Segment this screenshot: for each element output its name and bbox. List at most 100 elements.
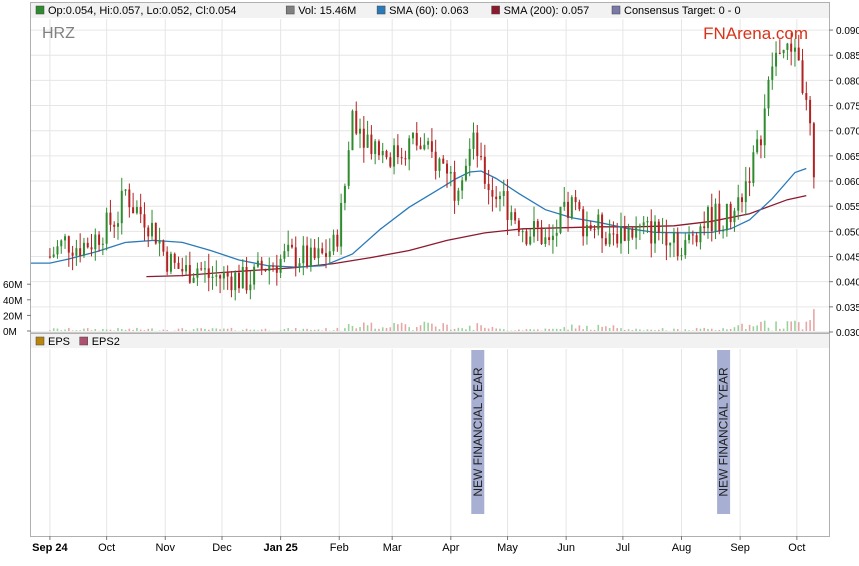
- price-tick-label: 0.065: [836, 152, 859, 163]
- eps-panel-frame: [30, 333, 830, 537]
- volume-bar: [279, 330, 282, 331]
- legend-swatch: [376, 5, 386, 15]
- volume-bar: [620, 328, 622, 331]
- candle-body: [203, 268, 206, 270]
- legend-swatch: [79, 336, 88, 346]
- price-tick-label: 0.085: [836, 51, 859, 62]
- volume-bar: [718, 329, 721, 331]
- volume-bar: [438, 329, 441, 331]
- candle-body: [430, 141, 433, 152]
- volume-bar: [86, 328, 89, 331]
- candle-body: [442, 158, 445, 164]
- candle-body: [362, 128, 365, 148]
- candle-body: [230, 276, 233, 291]
- candle-body: [56, 246, 59, 255]
- volume-bar: [56, 328, 59, 331]
- candle-body: [94, 234, 97, 250]
- volume-bar: [472, 329, 475, 331]
- candle-body: [294, 247, 297, 268]
- volume-bar: [400, 322, 403, 331]
- volume-bar: [646, 329, 649, 331]
- volume-bar: [631, 330, 634, 331]
- volume-bar: [230, 327, 233, 331]
- candle-body: [120, 190, 123, 224]
- time-tick-label: Aug: [672, 542, 692, 554]
- volume-bar: [586, 325, 588, 331]
- candle-body: [487, 183, 490, 191]
- volume-bar: [68, 327, 70, 331]
- candle-body: [90, 247, 93, 250]
- candle-body: [135, 206, 138, 214]
- volume-bar: [794, 320, 796, 331]
- candle-body: [567, 201, 570, 218]
- ticker-label: HRZ: [42, 25, 75, 42]
- candle-body: [502, 191, 505, 196]
- volume-axis: 60M 40M 20M 0M: [3, 280, 31, 338]
- candle-body: [589, 225, 592, 230]
- candle-body: [64, 236, 67, 241]
- candle-body: [464, 165, 467, 181]
- candle-body: [733, 210, 736, 223]
- volume-bar: [491, 326, 494, 331]
- volume-bar: [805, 321, 808, 331]
- candle-body: [113, 224, 116, 227]
- candle-body: [143, 214, 146, 228]
- candle-body: [650, 221, 653, 244]
- candle-body: [347, 150, 350, 186]
- volume-bar: [234, 330, 237, 331]
- candle-body: [680, 255, 683, 257]
- volume-bar: [132, 329, 134, 331]
- volume-bar: [658, 329, 660, 331]
- volume-bar: [363, 322, 365, 331]
- volume-bar: [654, 330, 656, 331]
- volume-bar: [151, 328, 153, 331]
- volume-bar: [64, 329, 66, 331]
- volume-bar: [359, 326, 361, 331]
- volume-bar: [684, 329, 687, 331]
- volume-tick-label: 60M: [3, 280, 22, 291]
- candle-body: [763, 108, 766, 146]
- volume-bar: [514, 330, 516, 331]
- price-tick-label: 0.045: [836, 253, 859, 264]
- volume-bar: [378, 328, 380, 331]
- annotation-bands: NEW FINANCIAL YEAR NEW FINANCIAL YEAR: [471, 350, 731, 514]
- candle-body: [351, 110, 354, 151]
- volume-bar: [699, 328, 702, 331]
- candle-body: [332, 234, 335, 252]
- volume-bar: [468, 325, 471, 331]
- volume-bar: [612, 325, 615, 331]
- candle-body: [585, 225, 588, 237]
- candle-body: [415, 133, 418, 146]
- time-tick-label: Jan 25: [263, 542, 297, 554]
- volume-bar: [710, 328, 713, 331]
- volume-bar: [204, 328, 206, 331]
- volume-bar: [264, 328, 267, 331]
- candle-body: [109, 212, 112, 225]
- volume-bar: [143, 330, 146, 331]
- candle-body: [699, 226, 702, 243]
- volume-bar: [533, 329, 535, 331]
- candle-body: [759, 139, 762, 146]
- volume-bar: [714, 330, 717, 331]
- volume-bar: [813, 309, 815, 331]
- candle-body: [514, 212, 517, 221]
- candle-body: [559, 206, 562, 233]
- candle-body: [389, 157, 392, 167]
- candle-body: [657, 221, 660, 234]
- candle-body: [306, 245, 309, 267]
- candle-body: [434, 151, 437, 171]
- volume-bar: [801, 329, 804, 331]
- candle-body: [264, 269, 267, 271]
- candle-body: [801, 60, 804, 94]
- price-axis: 0.090 0.085 0.080 0.075 0.070 0.065 0.060 0.055…: [829, 26, 859, 339]
- candle-body: [536, 221, 539, 228]
- candle-body: [169, 253, 172, 272]
- candle-body: [476, 132, 479, 157]
- volume-bar: [552, 328, 554, 331]
- volume-bar: [737, 325, 740, 331]
- volume-bar: [109, 329, 112, 331]
- volume-bar: [355, 328, 358, 331]
- candle-body: [809, 99, 812, 124]
- candle-body: [638, 225, 641, 228]
- candle-body: [253, 266, 256, 285]
